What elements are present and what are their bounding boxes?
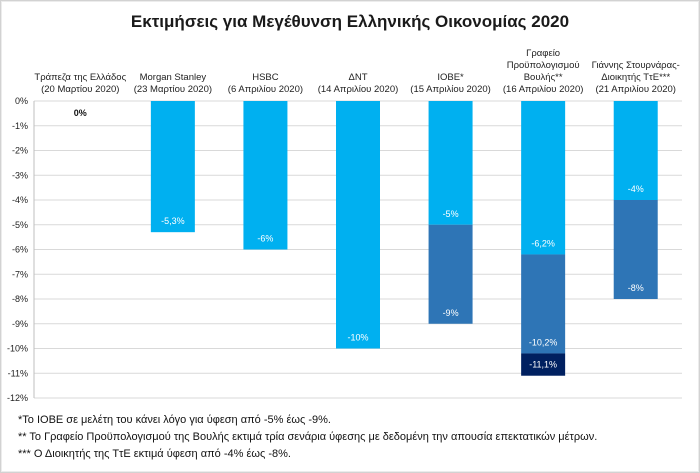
bar-segment-scenario-1 [336, 101, 380, 349]
y-tick-label: -6% [12, 245, 28, 255]
bar-segment-scenario-1 [521, 101, 566, 255]
category-label: Morgan Stanley [140, 72, 207, 83]
category-label: Βουλής** [524, 72, 563, 83]
data-label: -6% [257, 234, 273, 244]
footnote-iobe: *Το ΙΟΒΕ σε μελέτη του κάνει λόγο για ύφ… [18, 414, 331, 426]
category-label: (6 Απριλίου 2020) [228, 84, 303, 95]
bar-segment-scenario-3 [521, 353, 566, 376]
y-tick-label: -8% [12, 294, 28, 304]
chart-title: Εκτιμήσεις για Μεγέθυνση Ελληνικής Οικον… [131, 12, 569, 31]
bar-segment-scenario-2 [428, 224, 473, 324]
category-label: HSBC [252, 72, 279, 83]
category-label: ΔΝΤ [348, 72, 367, 83]
y-tick-label: -3% [12, 170, 28, 180]
y-tick-label: 0% [15, 96, 28, 106]
y-tick-label: -10% [7, 344, 28, 354]
category-label: (14 Απριλίου 2020) [318, 84, 399, 95]
category-label: Γιάννης Στουρνάρας- [592, 60, 680, 71]
bar-segment-scenario-1 [150, 101, 195, 233]
data-labels: 0% -5,3% -6% -10% -5% -9% -6,2% -10,2% -11,1% -4%… [74, 108, 644, 370]
bars [150, 101, 658, 376]
y-tick-label: -5% [12, 220, 28, 230]
footnotes: *Το ΙΟΒΕ σε μελέτη του κάνει λόγο για ύφ… [18, 412, 597, 463]
bar-segment-scenario-1 [613, 101, 658, 200]
y-tick-label: -1% [12, 121, 28, 131]
y-tick-label: -9% [12, 319, 28, 329]
y-tick-label: -12% [7, 393, 28, 403]
category-label: (23 Μαρτίου 2020) [134, 84, 212, 95]
category-headers: Τράπεζα της Ελλάδος(20 Μαρτίου 2020) Morg… [34, 48, 679, 95]
bar-segment-scenario-1 [428, 101, 473, 225]
y-tick-label: -2% [12, 146, 28, 156]
category-label: Προϋπολογισμού [507, 60, 580, 71]
data-label: -5,3% [161, 216, 185, 226]
category-label: Γραφείο [526, 48, 560, 59]
y-axis-ticks: 0% -1% -2% -3% -4% -5% -6% -7% -8% -9% -10% -11% -12… [7, 96, 28, 403]
data-label: -9% [443, 308, 459, 318]
y-tick-label: -11% [8, 368, 28, 378]
data-label: -10,2% [529, 337, 558, 347]
category-label: (21 Απριλίου 2020) [595, 84, 676, 95]
data-label: -5% [443, 209, 459, 219]
category-label: ΙΟΒΕ* [437, 72, 464, 83]
data-label: -10% [347, 333, 368, 343]
category-label: Διοικητής ΤτΕ*** [601, 72, 670, 83]
y-tick-label: -7% [12, 269, 28, 279]
data-label: -4% [628, 184, 644, 194]
footnote-budget-office: ** Το Γραφείο Προϋπολογισμού της Βουλής … [18, 431, 598, 443]
category-label: (20 Μαρτίου 2020) [41, 84, 119, 95]
category-label: Τράπεζα της Ελλάδος [34, 72, 126, 83]
bar-segment-scenario-2 [613, 200, 658, 299]
data-label: -8% [628, 283, 644, 293]
data-label: 0% [74, 108, 87, 118]
footnote-stournaras: *** Ο Διοικητής της ΤτΕ εκτιμά ύφεση από… [18, 448, 291, 460]
category-label: (16 Απριλίου 2020) [503, 84, 584, 95]
bar-segment-scenario-2 [521, 254, 566, 354]
data-label: -11,1% [529, 360, 557, 370]
y-tick-label: -4% [12, 195, 28, 205]
bar-segment-scenario-1 [243, 101, 288, 250]
data-label: -6,2% [531, 238, 555, 248]
category-label: (15 Απριλίου 2020) [410, 84, 491, 95]
